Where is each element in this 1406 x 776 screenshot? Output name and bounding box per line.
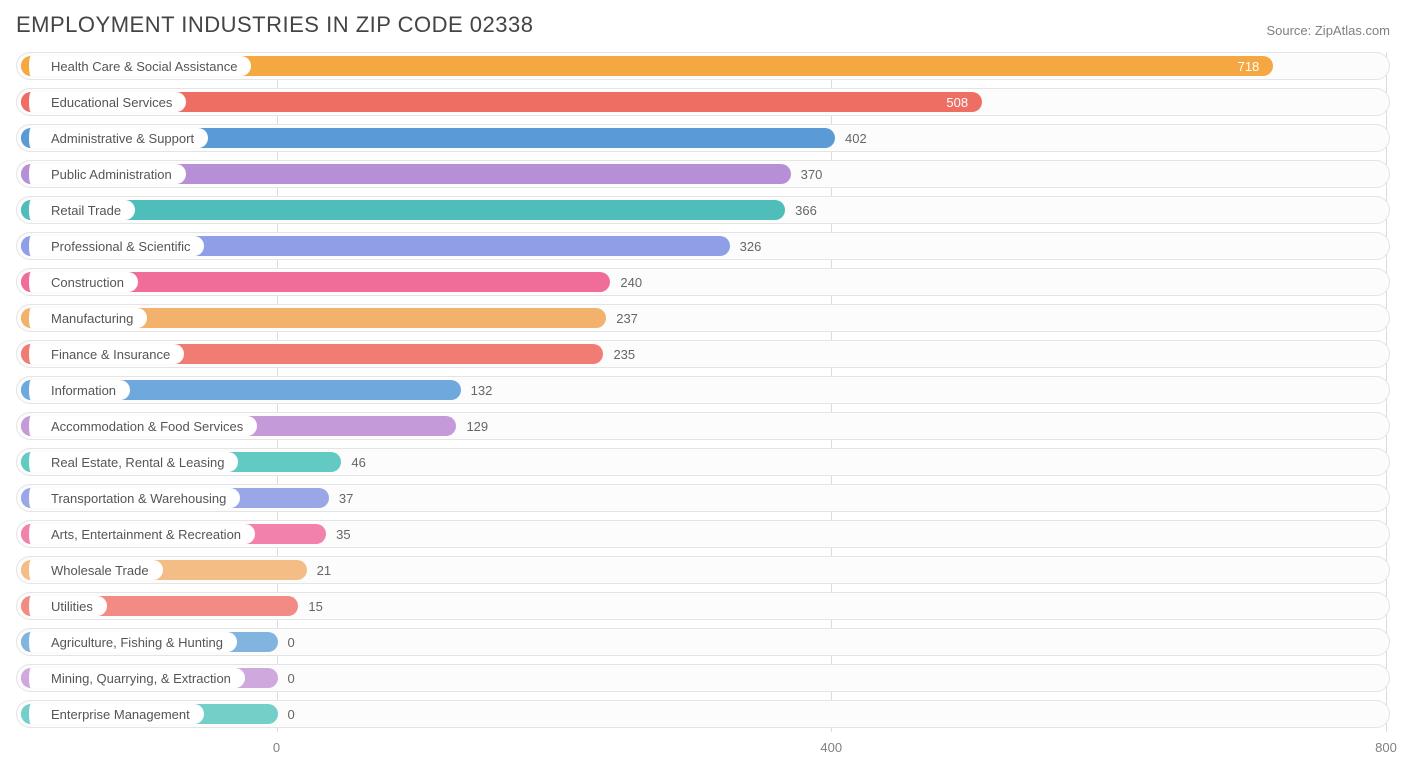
bar-label-pill: Professional & Scientific bbox=[21, 236, 204, 256]
chart-title: EMPLOYMENT INDUSTRIES IN ZIP CODE 02338 bbox=[16, 12, 534, 38]
bar-value: 35 bbox=[336, 521, 350, 547]
bar-label-pill: Construction bbox=[21, 272, 138, 292]
bar-row: Transportation & Warehousing 37 bbox=[16, 484, 1390, 512]
bar-value: 0 bbox=[288, 665, 295, 691]
bar-row: Public Administration 370 bbox=[16, 160, 1390, 188]
bar-value: 132 bbox=[471, 377, 493, 403]
bar-row: Real Estate, Rental & Leasing 46 bbox=[16, 448, 1390, 476]
bar-value: 15 bbox=[308, 593, 322, 619]
bar-row: Arts, Entertainment & Recreation 35 bbox=[16, 520, 1390, 548]
bar-row: Manufacturing 237 bbox=[16, 304, 1390, 332]
bar-row: Administrative & Support 402 bbox=[16, 124, 1390, 152]
bar-label-pill: Retail Trade bbox=[21, 200, 135, 220]
bar-row: Retail Trade 366 bbox=[16, 196, 1390, 224]
bar-value: 237 bbox=[616, 305, 638, 331]
bar-row: Finance & Insurance 235 bbox=[16, 340, 1390, 368]
bar-row: Professional & Scientific 326 bbox=[16, 232, 1390, 260]
bar-label-pill: Real Estate, Rental & Leasing bbox=[21, 452, 238, 472]
x-axis-tick: 0 bbox=[273, 740, 280, 755]
bar-row: Wholesale Trade 21 bbox=[16, 556, 1390, 584]
bar-label-pill: Educational Services bbox=[21, 92, 186, 112]
bar-row: Enterprise Management 0 bbox=[16, 700, 1390, 728]
bar-label-pill: Manufacturing bbox=[21, 308, 147, 328]
bar-label-pill: Health Care & Social Assistance bbox=[21, 56, 251, 76]
bar-value: 326 bbox=[740, 233, 762, 259]
bar-row: Construction 240 bbox=[16, 268, 1390, 296]
bar-label-pill: Agriculture, Fishing & Hunting bbox=[21, 632, 237, 652]
bar-label-pill: Finance & Insurance bbox=[21, 344, 184, 364]
bar-value: 240 bbox=[620, 269, 642, 295]
bar-label-pill: Mining, Quarrying, & Extraction bbox=[21, 668, 245, 688]
x-axis: 0400800 bbox=[16, 736, 1390, 760]
bar-value: 37 bbox=[339, 485, 353, 511]
bar-row: Mining, Quarrying, & Extraction 0 bbox=[16, 664, 1390, 692]
bar-label-pill: Accommodation & Food Services bbox=[21, 416, 257, 436]
bar-value: 129 bbox=[466, 413, 488, 439]
bar-row: Health Care & Social Assistance 718 bbox=[16, 52, 1390, 80]
bar-row: Accommodation & Food Services 129 bbox=[16, 412, 1390, 440]
bar-value: 508 bbox=[946, 89, 968, 115]
bar-label-pill: Transportation & Warehousing bbox=[21, 488, 240, 508]
bar-row: Educational Services 508 bbox=[16, 88, 1390, 116]
x-axis-tick: 400 bbox=[820, 740, 842, 755]
chart-rows: Health Care & Social Assistance 718 Educat… bbox=[16, 52, 1390, 728]
bar-label-pill: Utilities bbox=[21, 596, 107, 616]
x-axis-tick: 800 bbox=[1375, 740, 1397, 755]
chart-source: Source: ZipAtlas.com bbox=[1266, 23, 1390, 38]
bar-label-pill: Wholesale Trade bbox=[21, 560, 163, 580]
bar-value: 46 bbox=[351, 449, 365, 475]
bar-value: 0 bbox=[288, 701, 295, 727]
bar-label-pill: Public Administration bbox=[21, 164, 186, 184]
bar-label-pill: Arts, Entertainment & Recreation bbox=[21, 524, 255, 544]
bar-value: 0 bbox=[288, 629, 295, 655]
bar-label-pill: Administrative & Support bbox=[21, 128, 208, 148]
bar-row: Information 132 bbox=[16, 376, 1390, 404]
bar-value: 21 bbox=[317, 557, 331, 583]
bar-value: 366 bbox=[795, 197, 817, 223]
bar-value: 718 bbox=[1238, 53, 1260, 79]
bar-label-pill: Information bbox=[21, 380, 130, 400]
bar-chart: Health Care & Social Assistance 718 Educat… bbox=[16, 52, 1390, 760]
bar-value: 402 bbox=[845, 125, 867, 151]
bar-fill bbox=[21, 200, 785, 220]
bar-value: 235 bbox=[613, 341, 635, 367]
bar-row: Utilities 15 bbox=[16, 592, 1390, 620]
bar-label-pill: Enterprise Management bbox=[21, 704, 204, 724]
bar-value: 370 bbox=[801, 161, 823, 187]
bar-row: Agriculture, Fishing & Hunting 0 bbox=[16, 628, 1390, 656]
chart-header: EMPLOYMENT INDUSTRIES IN ZIP CODE 02338 … bbox=[16, 12, 1390, 38]
